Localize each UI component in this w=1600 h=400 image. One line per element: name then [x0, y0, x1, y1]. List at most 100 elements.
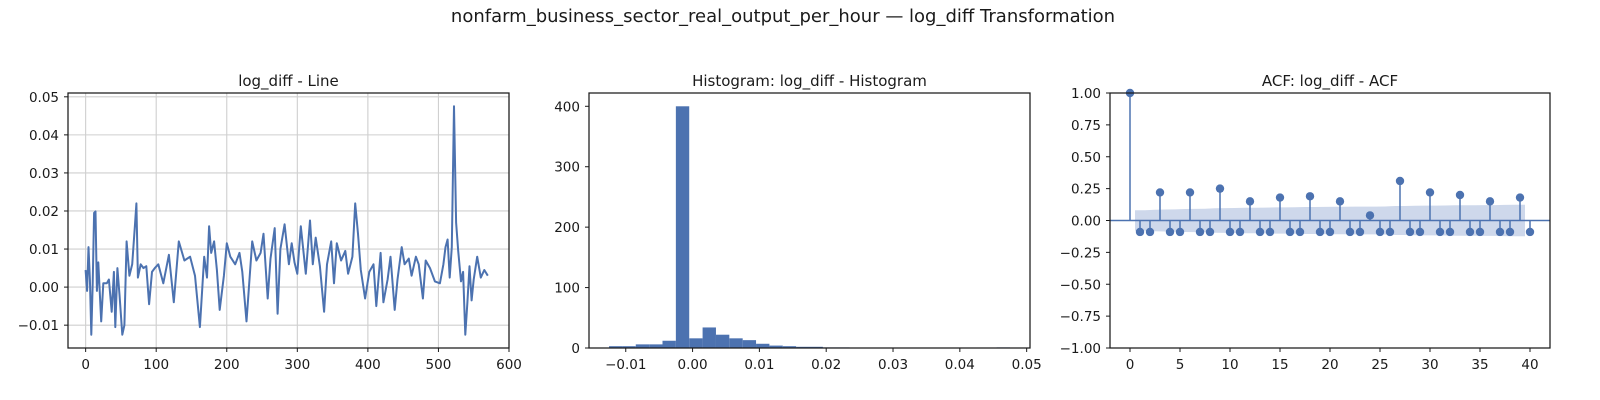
x-tick-label: 300: [284, 357, 310, 373]
acf-title: ACF: log_diff - ACF: [1262, 72, 1398, 91]
acf-marker: [1185, 188, 1195, 197]
y-tick-label: 200: [554, 220, 580, 236]
histogram-bar: [609, 346, 623, 348]
y-tick-label: 0.50: [1071, 150, 1101, 166]
acf-marker: [1515, 193, 1525, 202]
acf-marker: [1465, 227, 1475, 237]
x-tick-label: 200: [214, 357, 240, 373]
series-line: [84, 105, 489, 336]
histogram-bars: [609, 106, 1010, 348]
acf-marker: [1395, 176, 1405, 186]
line-chart-x-ticks: 0 100 200 300 400 500 600: [81, 348, 522, 373]
line-chart-grid: [68, 93, 510, 348]
x-tick-label: 25: [1371, 357, 1388, 373]
figure-title: nonfarm_business_sector_real_output_per_…: [451, 6, 1115, 27]
acf-y-ticks: −1.00 −0.75 −0.50 −0.25 0.00 0.25 0.50 0.75 1.00: [1060, 86, 1110, 357]
acf-marker: [1505, 227, 1515, 237]
acf-marker: [1145, 227, 1155, 237]
acf-marker: [1265, 227, 1275, 237]
x-tick-label: 0.01: [744, 357, 774, 373]
y-tick-label: 0: [571, 341, 580, 357]
x-tick-label: 15: [1271, 357, 1288, 373]
acf-marker: [1425, 188, 1435, 197]
x-tick-label: 100: [143, 357, 169, 373]
acf-marker: [1205, 227, 1215, 237]
line-chart-frame: [67, 92, 510, 349]
acf-marker: [1165, 227, 1175, 237]
x-tick-label: 20: [1321, 357, 1338, 373]
histogram-bar: [635, 344, 650, 348]
histogram-panel: Histogram: log_diff - Histogram −0.01 0.0…: [554, 72, 1041, 373]
y-tick-label: −0.01: [18, 318, 59, 334]
histogram-bar: [675, 106, 690, 348]
histogram-bar: [782, 346, 797, 348]
y-tick-label: −0.75: [1060, 309, 1101, 325]
x-tick-label: 0.03: [878, 357, 908, 373]
acf-marker: [1485, 197, 1495, 206]
histogram-bar: [702, 327, 716, 348]
x-tick-label: 30: [1421, 357, 1438, 373]
acf-marker: [1195, 227, 1205, 237]
histogram-y-ticks: 0 100 200 300 400: [554, 99, 589, 357]
y-tick-label: 0.02: [29, 204, 59, 220]
acf-marker: [1305, 192, 1315, 201]
acf-marker: [1345, 227, 1355, 237]
acf-marker: [1325, 227, 1335, 237]
acf-marker: [1435, 227, 1445, 237]
histogram-bar: [729, 338, 743, 348]
acf-marker: [1315, 227, 1325, 237]
acf-marker: [1255, 227, 1265, 237]
x-tick-label: 0.05: [1012, 357, 1042, 373]
histogram-bar: [689, 338, 703, 348]
line-chart-panel: log_diff - Line 0 100 200 300 400 500 600 −0.0…: [18, 72, 522, 373]
y-tick-label: 0.04: [29, 128, 59, 144]
acf-marker: [1245, 197, 1255, 206]
histogram-x-ticks: −0.01 0.00 0.01 0.02 0.03 0.04 0.05: [605, 348, 1042, 373]
histogram-bar: [756, 343, 770, 348]
acf-marker: [1475, 227, 1485, 237]
line-chart-title: log_diff - Line: [238, 72, 339, 91]
acf-marker: [1285, 227, 1295, 237]
y-tick-label: −0.25: [1060, 245, 1101, 261]
x-tick-label: 0.00: [678, 357, 708, 373]
x-tick-label: 35: [1471, 357, 1488, 373]
acf-marker: [1175, 227, 1185, 237]
x-tick-label: 600: [496, 357, 522, 373]
acf-marker: [1385, 227, 1395, 237]
line-chart-series: [84, 105, 489, 336]
histogram-bar: [662, 340, 676, 348]
acf-panel: ACF: log_diff - ACF 0 5 10 15 20 25 30 35 40 −1.…: [1060, 72, 1551, 373]
acf-stems: [1110, 88, 1550, 237]
y-tick-label: 300: [554, 160, 580, 176]
y-tick-label: 0.03: [29, 166, 59, 182]
y-tick-label: 100: [554, 281, 580, 297]
y-tick-label: −1.00: [1060, 341, 1101, 357]
histogram-frame: [588, 92, 1031, 349]
x-tick-label: 500: [426, 357, 452, 373]
histogram-bar: [715, 334, 730, 348]
y-tick-label: 0.01: [29, 242, 59, 258]
y-tick-label: 0.00: [29, 280, 59, 296]
x-tick-label: 0.04: [945, 357, 975, 373]
acf-marker: [1455, 190, 1465, 200]
acf-marker: [1235, 227, 1245, 237]
histogram-bar: [742, 340, 757, 348]
histogram-bar: [622, 346, 636, 348]
acf-marker: [1415, 227, 1425, 237]
acf-marker: [1135, 227, 1145, 237]
acf-marker: [1295, 227, 1305, 237]
x-tick-label: −0.01: [605, 357, 646, 373]
x-tick-label: 0: [1126, 357, 1135, 373]
y-tick-label: 400: [554, 99, 580, 115]
x-tick-label: 40: [1521, 357, 1538, 373]
x-tick-label: 400: [355, 357, 381, 373]
acf-marker: [1525, 227, 1535, 237]
x-tick-label: 0: [81, 357, 90, 373]
line-chart-y-ticks: −0.01 0.00 0.01 0.02 0.03 0.04 0.05: [18, 90, 68, 334]
acf-marker: [1495, 227, 1505, 237]
acf-marker: [1155, 188, 1165, 197]
histogram-bar: [769, 345, 783, 348]
y-tick-label: 0.00: [1071, 214, 1101, 230]
y-tick-label: 0.75: [1071, 118, 1101, 134]
